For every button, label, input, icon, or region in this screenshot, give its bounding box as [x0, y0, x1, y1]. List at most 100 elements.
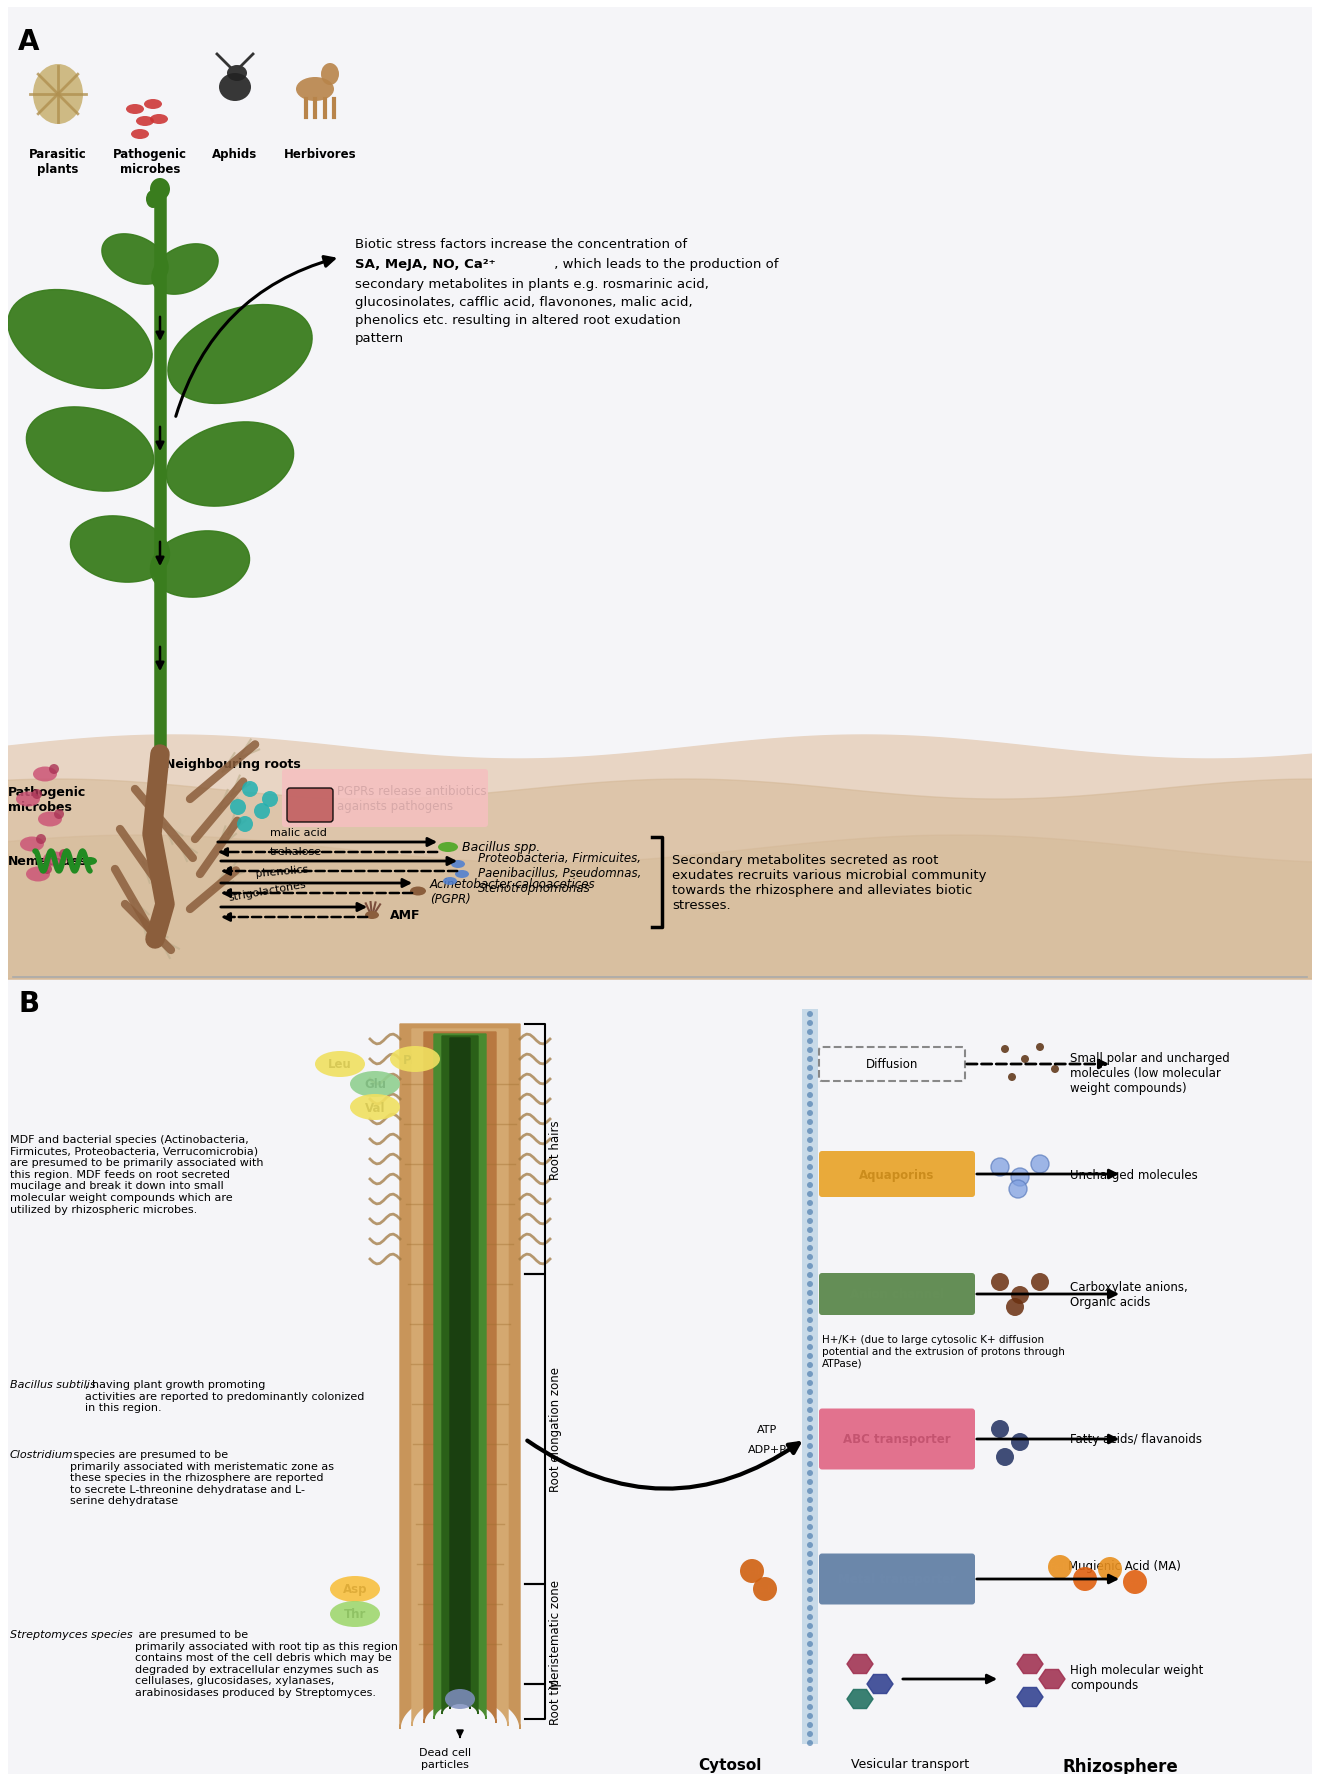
- Text: MDF and bacterial species (Actinobacteria,
Firmicutes, Proteobacteria, Verrucomi: MDF and bacterial species (Actinobacteri…: [11, 1135, 264, 1214]
- Circle shape: [752, 1577, 777, 1600]
- Text: Glu: Glu: [364, 1078, 385, 1091]
- Ellipse shape: [136, 118, 154, 127]
- Circle shape: [1051, 1066, 1059, 1073]
- Bar: [0, 0, 8, 1782]
- Text: Leu: Leu: [329, 1059, 352, 1071]
- Circle shape: [807, 1524, 813, 1531]
- Polygon shape: [867, 1675, 894, 1693]
- Circle shape: [807, 1021, 813, 1026]
- Circle shape: [49, 764, 59, 775]
- Text: Metal transporter: Metal transporter: [838, 1574, 956, 1586]
- Circle shape: [807, 1570, 813, 1575]
- Circle shape: [807, 1533, 813, 1540]
- Circle shape: [32, 789, 42, 800]
- Circle shape: [807, 1066, 813, 1071]
- Polygon shape: [434, 1034, 486, 1720]
- Ellipse shape: [125, 105, 144, 114]
- Circle shape: [807, 1686, 813, 1693]
- Circle shape: [807, 1030, 813, 1035]
- Text: Val: Val: [364, 1101, 385, 1114]
- Circle shape: [807, 1390, 813, 1395]
- Ellipse shape: [26, 868, 50, 882]
- Polygon shape: [26, 408, 153, 492]
- Ellipse shape: [455, 871, 469, 879]
- Circle shape: [59, 850, 69, 859]
- Circle shape: [807, 1228, 813, 1233]
- Bar: [1312, 0, 1320, 1782]
- Circle shape: [807, 1048, 813, 1053]
- Circle shape: [807, 1299, 813, 1304]
- Circle shape: [807, 1641, 813, 1647]
- Circle shape: [807, 1399, 813, 1404]
- Text: species are presumed to be
primarily associated with meristematic zone as
these : species are presumed to be primarily ass…: [70, 1449, 334, 1506]
- Text: Fe-III: Fe-III: [1100, 1565, 1121, 1574]
- Bar: [0, 1775, 1320, 1782]
- Circle shape: [807, 1488, 813, 1493]
- Ellipse shape: [150, 114, 168, 125]
- Circle shape: [807, 1579, 813, 1584]
- Circle shape: [807, 1146, 813, 1153]
- Text: High molecular weight
compounds: High molecular weight compounds: [1071, 1663, 1204, 1691]
- Circle shape: [807, 1344, 813, 1351]
- Polygon shape: [450, 1039, 470, 1709]
- Circle shape: [807, 1668, 813, 1673]
- Polygon shape: [152, 244, 218, 296]
- Circle shape: [807, 1237, 813, 1242]
- Circle shape: [807, 1272, 813, 1278]
- FancyBboxPatch shape: [282, 770, 488, 827]
- Ellipse shape: [438, 843, 458, 852]
- Ellipse shape: [350, 1071, 400, 1098]
- Polygon shape: [442, 1037, 478, 1714]
- Circle shape: [807, 1588, 813, 1593]
- Circle shape: [807, 1083, 813, 1089]
- Circle shape: [807, 1461, 813, 1467]
- Circle shape: [807, 1497, 813, 1504]
- Text: Diffusion: Diffusion: [866, 1059, 919, 1071]
- Polygon shape: [166, 422, 293, 506]
- Polygon shape: [1016, 1654, 1043, 1673]
- Text: Herbivores: Herbivores: [284, 148, 356, 160]
- Text: PGPRs release antibiotics
againsts pathogens: PGPRs release antibiotics againsts patho…: [337, 784, 487, 813]
- Circle shape: [54, 809, 63, 820]
- Circle shape: [807, 1210, 813, 1215]
- Circle shape: [741, 1559, 764, 1582]
- Text: Root hairs: Root hairs: [549, 1119, 562, 1180]
- Circle shape: [807, 1606, 813, 1611]
- Text: Biotic stress factors increase the concentration of: Biotic stress factors increase the conce…: [355, 237, 688, 251]
- Text: Aphids: Aphids: [213, 148, 257, 160]
- Circle shape: [1048, 1556, 1072, 1579]
- Circle shape: [807, 1614, 813, 1620]
- Circle shape: [1001, 1046, 1008, 1053]
- Ellipse shape: [350, 1094, 400, 1121]
- Circle shape: [1011, 1287, 1030, 1304]
- Circle shape: [807, 1110, 813, 1116]
- Text: Root tip: Root tip: [549, 1679, 562, 1723]
- FancyBboxPatch shape: [818, 1410, 975, 1470]
- Circle shape: [807, 1435, 813, 1440]
- Ellipse shape: [33, 766, 57, 782]
- Text: Acinetobacter calcoacetices
(PGPR): Acinetobacter calcoacetices (PGPR): [430, 877, 595, 905]
- Ellipse shape: [330, 1600, 380, 1627]
- Text: Root elongation zone: Root elongation zone: [549, 1367, 562, 1492]
- Circle shape: [807, 1506, 813, 1513]
- Text: Clostridium: Clostridium: [11, 1449, 74, 1459]
- Text: Bacillus subtilis: Bacillus subtilis: [11, 1379, 95, 1390]
- Circle shape: [807, 1361, 813, 1369]
- Text: B: B: [18, 989, 40, 1018]
- Ellipse shape: [227, 66, 247, 82]
- Circle shape: [807, 1426, 813, 1431]
- Text: Meristematic zone: Meristematic zone: [549, 1579, 562, 1689]
- Text: , which leads to the production of: , which leads to the production of: [550, 258, 779, 271]
- Ellipse shape: [147, 191, 160, 208]
- Text: Asp: Asp: [343, 1582, 367, 1595]
- Circle shape: [807, 1219, 813, 1224]
- Text: Fe-III: Fe-III: [1074, 1575, 1096, 1584]
- Ellipse shape: [144, 100, 162, 110]
- Text: Rhizosphere: Rhizosphere: [1063, 1757, 1177, 1775]
- Ellipse shape: [219, 75, 251, 102]
- Text: Carboxylate anions,
Organic acids: Carboxylate anions, Organic acids: [1071, 1279, 1188, 1308]
- Text: Aquaporins: Aquaporins: [859, 1167, 935, 1181]
- Polygon shape: [400, 1025, 520, 1729]
- Circle shape: [991, 1274, 1008, 1292]
- Polygon shape: [150, 531, 249, 597]
